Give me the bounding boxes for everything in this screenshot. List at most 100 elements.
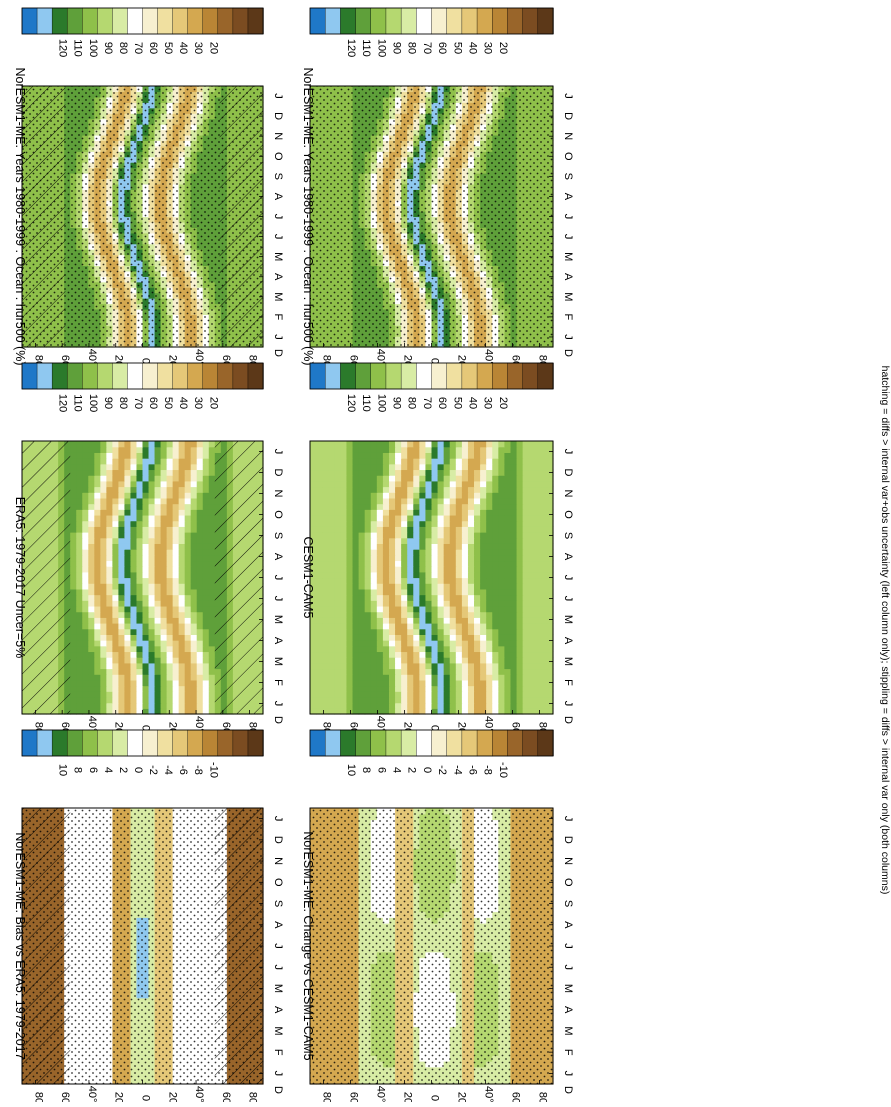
- field-cell: [155, 600, 162, 606]
- month-tick-label: N: [562, 132, 574, 140]
- field-cell: [209, 640, 216, 646]
- field-cell: [124, 691, 131, 697]
- field-cell: [88, 629, 95, 635]
- field-cell: [112, 600, 119, 606]
- field-cell: [167, 606, 174, 612]
- field-cell: [155, 578, 162, 584]
- field-cell: [112, 691, 119, 697]
- field-cell: [155, 595, 162, 601]
- field-cell: [118, 646, 125, 652]
- month-tick-label: F: [562, 314, 574, 321]
- field-cell: [149, 629, 156, 635]
- field-cell: [179, 612, 186, 618]
- field-cell: [136, 617, 143, 623]
- field-cell: [173, 595, 180, 601]
- colorbar-swatch: [127, 8, 143, 34]
- field-cell: [191, 623, 198, 629]
- field-cell: [130, 572, 137, 578]
- colorbar-swatch: [523, 8, 539, 34]
- field-cell: [124, 674, 131, 680]
- field-cell: [209, 600, 216, 606]
- field-cell: [185, 651, 192, 657]
- field-cell: [203, 669, 210, 675]
- field-cell: [173, 646, 180, 652]
- field-cell: [191, 578, 198, 584]
- field-cell: [185, 669, 192, 675]
- field-cell: [167, 612, 174, 618]
- field-cell: [118, 612, 125, 618]
- field-cell: [70, 629, 77, 635]
- field-cell: [197, 629, 204, 635]
- field-cell: [209, 697, 216, 703]
- field-cell: [149, 651, 156, 657]
- field-cell: [88, 646, 95, 652]
- hatch-overlay: [220, 86, 263, 347]
- field-cell: [118, 634, 125, 640]
- field-cell: [106, 606, 113, 612]
- field-cell: [143, 669, 150, 675]
- colorbar-tick-label: 120: [345, 39, 357, 57]
- field-cell: [106, 589, 113, 595]
- field-cell: [124, 612, 131, 618]
- field-cell: [143, 612, 150, 618]
- field-cell: [203, 634, 210, 640]
- field-cell: [185, 595, 192, 601]
- field-cell: [94, 640, 101, 646]
- colorbar-swatch: [386, 8, 402, 34]
- field-cell: [82, 612, 89, 618]
- field-cell: [76, 691, 83, 697]
- field-cell: [100, 663, 107, 669]
- field-cell: [130, 674, 137, 680]
- field-cell: [197, 651, 204, 657]
- field-cell: [191, 634, 198, 640]
- field-cell: [88, 572, 95, 578]
- field-cell: [179, 651, 186, 657]
- field-cell: [143, 606, 150, 612]
- field-cell: [136, 606, 143, 612]
- field-cell: [191, 617, 198, 623]
- field-cell: [130, 629, 137, 635]
- field-cell: [130, 600, 137, 606]
- field-cell: [136, 623, 143, 629]
- field-cell: [197, 606, 204, 612]
- field-cell: [167, 583, 174, 589]
- field-cell: [185, 572, 192, 578]
- field-cell: [209, 686, 216, 692]
- field-cell: [167, 663, 174, 669]
- field-cell: [161, 697, 168, 703]
- field-cell: [112, 595, 119, 601]
- field-cell: [88, 669, 95, 675]
- field-cell: [136, 634, 143, 640]
- field-cell: [149, 578, 156, 584]
- field-cell: [118, 703, 125, 709]
- field-cell: [191, 589, 198, 595]
- field-cell: [88, 589, 95, 595]
- field-cell: [136, 640, 143, 646]
- field-cell: [112, 634, 119, 640]
- field-cell: [203, 578, 210, 584]
- field-cell: [124, 623, 131, 629]
- field-cell: [70, 583, 77, 589]
- field-cell: [149, 640, 156, 646]
- field-cell: [82, 583, 89, 589]
- field-cell: [209, 606, 216, 612]
- field-cell: [82, 669, 89, 675]
- field-cell: [179, 691, 186, 697]
- field-cell: [185, 623, 192, 629]
- field-cell: [70, 634, 77, 640]
- field-cell: [106, 674, 113, 680]
- field-cell: [197, 686, 204, 692]
- field-cell: [191, 651, 198, 657]
- field-cell: [124, 651, 131, 657]
- field-cell: [203, 640, 210, 646]
- field-cell: [143, 657, 150, 663]
- field-cell: [179, 617, 186, 623]
- field-cell: [70, 600, 77, 606]
- field-cell: [161, 686, 168, 692]
- field-cell: [209, 634, 216, 640]
- field-cell: [94, 589, 101, 595]
- field-cell: [124, 657, 131, 663]
- field-cell: [179, 583, 186, 589]
- field-cell: [76, 634, 83, 640]
- field-cell: [173, 674, 180, 680]
